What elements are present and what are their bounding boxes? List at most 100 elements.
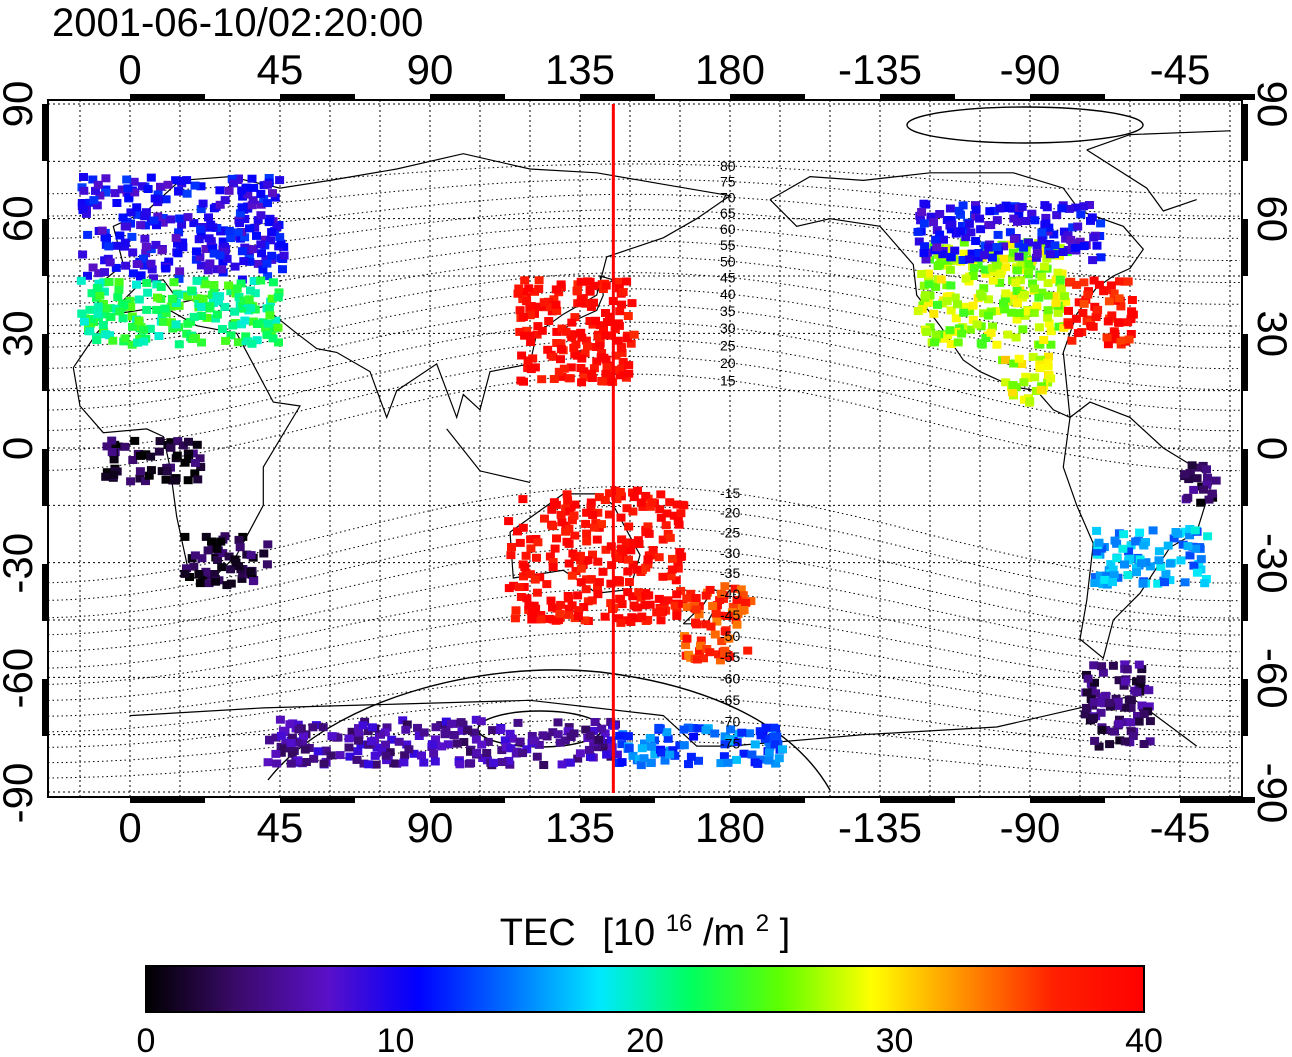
tec-data-point (936, 275, 946, 284)
tec-data-point (1003, 330, 1013, 339)
tec-data-point (1196, 498, 1206, 507)
tec-data-point (587, 369, 597, 378)
tec-data-point (1008, 381, 1018, 389)
tec-data-point (101, 188, 110, 197)
tec-data-point (286, 739, 296, 747)
tec-data-point (518, 495, 528, 504)
contour-label: -20 (720, 505, 740, 521)
longitude-tick-label: 45 (257, 804, 304, 851)
tec-data-point (1106, 281, 1116, 290)
tec-data-point (1089, 276, 1099, 285)
tec-data-point (76, 276, 86, 285)
tec-data-point (556, 339, 566, 348)
tec-data-point (581, 299, 591, 308)
tec-data-point (1127, 307, 1137, 316)
coastline (1086, 130, 1231, 212)
tec-data-point (979, 309, 989, 318)
tec-data-point (1042, 203, 1052, 212)
tec-data-point (402, 720, 412, 729)
tec-data-point (618, 357, 628, 366)
contour-label: 40 (720, 286, 736, 302)
tec-data-point (527, 732, 537, 740)
tec-data-point (1056, 284, 1066, 293)
tec-data-point (135, 272, 145, 281)
tec-data-point (253, 216, 263, 225)
latitude-tick-label: -60 (0, 648, 41, 709)
tec-data-point (1120, 703, 1130, 712)
tec-data-point (271, 749, 281, 758)
tec-data-point (1114, 719, 1124, 728)
tec-data-point (614, 614, 624, 623)
tec-data-point (1037, 228, 1047, 237)
tec-data-point (755, 727, 765, 736)
tec-data-point (443, 740, 453, 749)
tec-data-point (1202, 480, 1212, 489)
tec-data-point (216, 537, 226, 546)
tec-data-point (612, 750, 622, 759)
tec-data-point (593, 508, 603, 517)
tec-data-point (1076, 210, 1086, 219)
tec-data-point (617, 344, 626, 353)
tec-data-point (206, 220, 216, 229)
tec-data-point (586, 498, 596, 507)
tec-data-point (157, 246, 167, 255)
tec-data-point (142, 305, 152, 314)
tec-data-point (572, 287, 582, 296)
tec-data-point (182, 189, 192, 198)
tec-data-point (1061, 297, 1071, 306)
tec-data-point (623, 588, 633, 597)
tec-data-point (123, 184, 133, 193)
tec-data-point (256, 189, 266, 198)
tec-data-point (643, 522, 653, 531)
tec-data-point (382, 723, 392, 732)
frame-tick-left (42, 334, 48, 391)
tec-data-point (622, 277, 632, 286)
tec-data-point (581, 585, 591, 594)
tec-data-point (976, 225, 986, 234)
tec-data-point (399, 758, 409, 767)
tec-data-point (117, 185, 127, 194)
tec-data-point (933, 251, 943, 260)
contour-label: 75 (720, 174, 736, 190)
tec-data-point (1032, 241, 1042, 250)
tec-data-point (1066, 235, 1076, 244)
tec-data-point (514, 583, 524, 592)
tec-data-point (554, 616, 563, 625)
tec-data-point (573, 754, 583, 763)
tec-data-point (1101, 691, 1111, 700)
tec-data-point (262, 330, 272, 339)
tec-data-point (555, 609, 565, 618)
tec-data-point (463, 726, 473, 735)
tec-data-point (598, 377, 608, 386)
tec-data-point (946, 216, 956, 225)
tec-data-point (778, 745, 787, 754)
tec-data-point (743, 646, 753, 655)
tec-data-point (1110, 330, 1120, 338)
tec-data-point (1108, 661, 1118, 670)
tec-data-point (618, 555, 628, 563)
tec-data-point (923, 269, 933, 278)
contour-label: -35 (720, 565, 740, 581)
tec-data-point (113, 442, 123, 451)
tec-data-point (532, 588, 542, 597)
tec-data-point (161, 475, 171, 484)
tec-data-point (1116, 336, 1126, 345)
tec-data-point (627, 299, 637, 308)
tec-data-point (964, 219, 974, 228)
tec-data-point (701, 726, 711, 735)
tec-data-point (972, 320, 982, 329)
tec-data-point (488, 726, 498, 735)
tec-data-point (476, 717, 486, 726)
tec-data-point (174, 340, 184, 349)
tec-data-point (226, 234, 236, 243)
tec-data-point (232, 284, 242, 293)
tec-data-point (301, 758, 311, 766)
tec-data-point (173, 437, 183, 446)
latitude-tick-label: 0 (0, 437, 41, 460)
tec-data-point (919, 281, 929, 290)
tec-data-point (599, 743, 609, 752)
tec-data-point (655, 505, 665, 514)
tec-data-point (636, 593, 646, 602)
tec-data-point (919, 219, 929, 228)
tec-data-point (551, 500, 561, 509)
